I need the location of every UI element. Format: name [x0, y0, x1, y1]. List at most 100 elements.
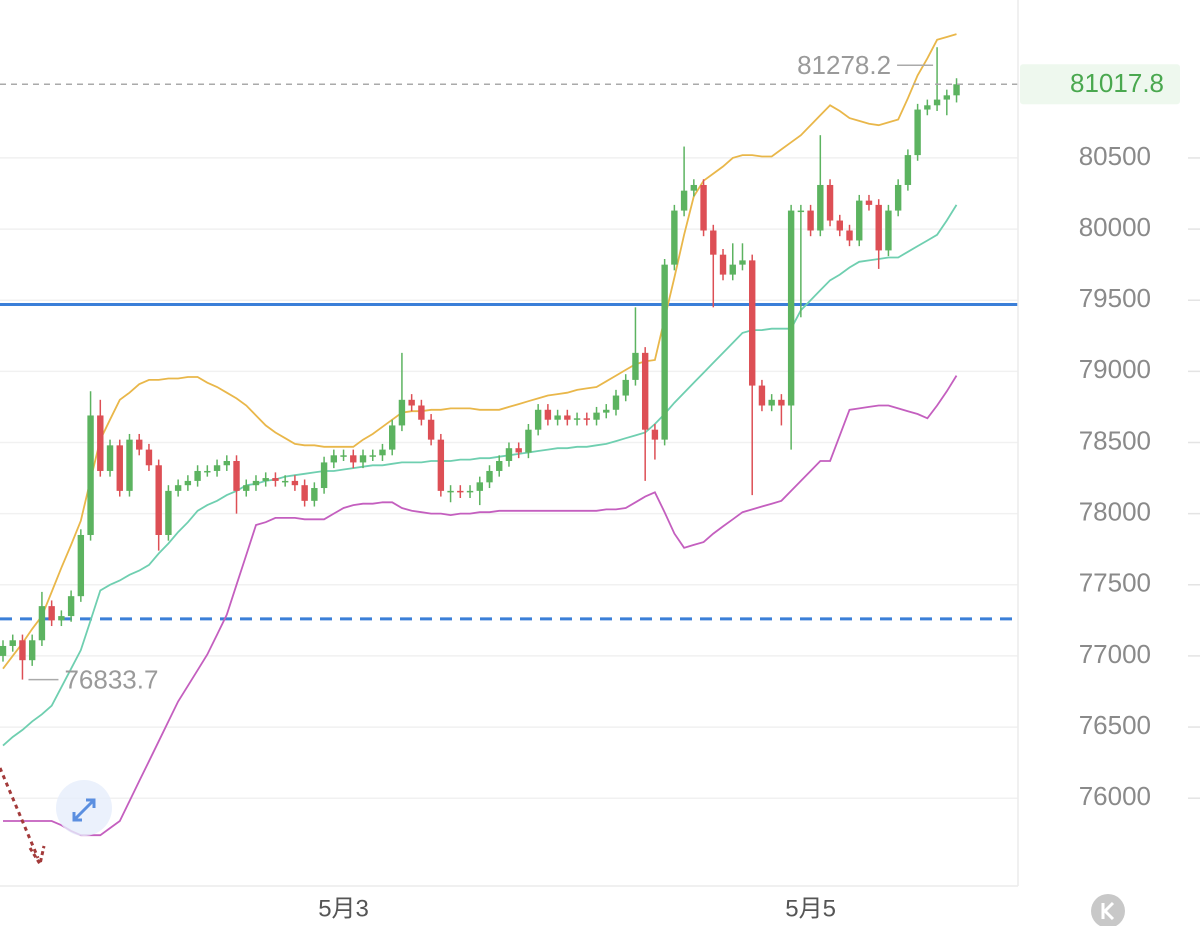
- candle-body: [515, 448, 522, 453]
- candle-body: [700, 184, 707, 231]
- candle-body: [680, 190, 688, 211]
- candle-body: [953, 84, 960, 96]
- candle-body: [758, 385, 766, 406]
- band-line: [2, 204, 958, 747]
- candle-body: [671, 210, 678, 265]
- candle-body: [564, 415, 571, 420]
- candle-body: [194, 470, 201, 481]
- candle-body: [48, 606, 55, 621]
- candle-body: [544, 409, 552, 420]
- candle-body: [165, 490, 172, 535]
- candle-body: [291, 480, 299, 486]
- candle-body: [243, 485, 250, 491]
- candle-body: [398, 399, 406, 426]
- candle-body: [427, 419, 435, 440]
- y-tick-label: 79000: [1079, 354, 1151, 384]
- expand-icon[interactable]: [72, 798, 96, 822]
- candle-body: [554, 415, 561, 420]
- candle-body: [262, 478, 269, 481]
- candle-body: [612, 395, 620, 410]
- candle-body: [418, 405, 425, 420]
- candle-body: [106, 445, 114, 471]
- candle-body: [408, 399, 415, 406]
- candle-body: [797, 210, 805, 213]
- candle-body: [505, 448, 513, 461]
- candle-body: [437, 439, 445, 491]
- candle-body: [447, 490, 454, 493]
- plot-layer: 81278.2 76833.7: [0, 33, 1018, 837]
- candle-body: [943, 95, 951, 100]
- candle-body: [155, 465, 162, 535]
- candle-body: [28, 640, 36, 661]
- candle-body: [807, 210, 814, 231]
- candle-body: [126, 439, 133, 491]
- candle-body: [894, 184, 902, 211]
- candle-body: [583, 418, 590, 420]
- candle-body: [116, 445, 123, 491]
- candle-body: [87, 415, 94, 535]
- candle-body: [223, 460, 230, 466]
- candle-body: [233, 460, 240, 491]
- candle-body: [603, 409, 610, 413]
- candle-body: [719, 254, 727, 275]
- candle-body: [301, 485, 308, 501]
- candle-body: [350, 455, 357, 463]
- candle-body: [272, 478, 279, 481]
- candle-body: [369, 455, 376, 457]
- last-price-badge: [1020, 64, 1180, 105]
- candle-body: [38, 606, 46, 641]
- band-line: [3, 375, 958, 837]
- band-line: [2, 33, 957, 670]
- candle-body: [281, 480, 289, 483]
- y-tick-label: 78000: [1079, 497, 1151, 527]
- candle-body: [97, 415, 104, 471]
- candle-body: [457, 490, 464, 493]
- candle-body: [320, 462, 328, 489]
- candle-body: [252, 480, 260, 486]
- candle-body: [787, 210, 795, 406]
- candle-body: [379, 449, 386, 456]
- candle-body: [710, 230, 717, 255]
- candle-body: [865, 200, 873, 205]
- candle-body: [496, 460, 503, 471]
- y-tick-label: 80500: [1079, 141, 1151, 171]
- y-tick-label: 76000: [1079, 781, 1151, 811]
- candle-body: [729, 264, 736, 275]
- drawing-arrow-head: [28, 845, 46, 868]
- y-tick-label: 80000: [1079, 212, 1151, 242]
- candle-body: [389, 425, 396, 450]
- candle-body: [593, 412, 600, 420]
- candle-body: [0, 645, 7, 656]
- candle-body: [486, 470, 493, 483]
- last-price-label: 81017.8: [1070, 68, 1164, 98]
- candle-body: [145, 449, 153, 466]
- candle-body: [875, 204, 882, 251]
- expand-button[interactable]: [56, 780, 112, 836]
- candle-body: [661, 264, 668, 440]
- candle-body: [204, 470, 211, 473]
- candle-body: [311, 488, 318, 501]
- candle-body: [340, 455, 347, 457]
- candle-body: [67, 596, 75, 617]
- candle-body: [136, 439, 143, 450]
- candle-body: [817, 184, 824, 231]
- candle-body: [826, 184, 834, 221]
- x-tick-label: 5月5: [785, 895, 836, 922]
- max-label: 81278.2: [797, 50, 891, 80]
- min-label: 76833.7: [64, 664, 158, 694]
- candle-body: [476, 482, 483, 491]
- y-tick-label: 76500: [1079, 710, 1151, 740]
- candle-body: [914, 109, 921, 156]
- candle-body: [19, 640, 26, 661]
- candle-body: [525, 429, 532, 453]
- candle-body: [58, 616, 65, 621]
- candle-body: [9, 640, 16, 646]
- k-icon[interactable]: [1101, 901, 1115, 921]
- candle-body: [885, 210, 892, 251]
- k-button[interactable]: [1091, 894, 1125, 926]
- candle-body: [768, 399, 775, 406]
